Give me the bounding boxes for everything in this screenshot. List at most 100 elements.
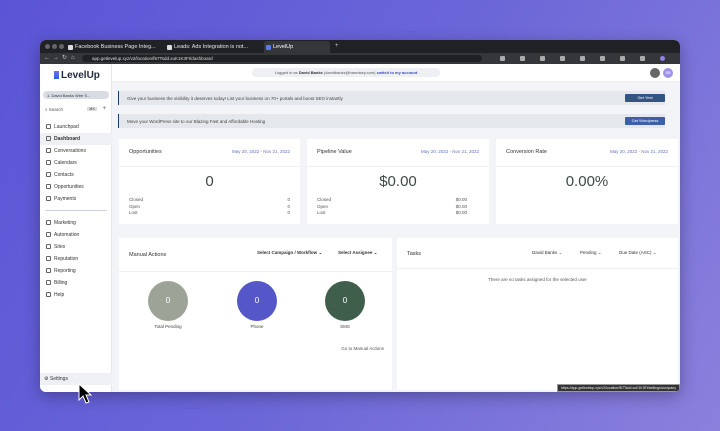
get-wordpress-button[interactable]: Get Wordpress xyxy=(625,117,665,125)
close-window-button[interactable] xyxy=(45,44,50,49)
sidebar-item-payments[interactable]: Payments xyxy=(40,193,112,205)
nav-label: Sites xyxy=(54,244,66,250)
card-value: $0.00 xyxy=(379,173,417,190)
switch-account-link[interactable]: switch to my account xyxy=(376,70,418,75)
minimize-window-button[interactable] xyxy=(52,44,57,49)
yext-banner: Give your business the visibility it des… xyxy=(118,91,665,105)
sites-icon xyxy=(46,244,51,249)
sidebar-item-billing[interactable]: Billing xyxy=(40,277,112,289)
circle-label: Phone xyxy=(250,324,264,329)
extension-icon[interactable] xyxy=(540,56,545,61)
row-value: $0.00 xyxy=(455,203,467,209)
tab-bar: Facebook Business Page Integ... Leads: A… xyxy=(40,40,680,53)
extension-icon[interactable] xyxy=(620,56,625,61)
chevron-down-icon: ⌄ xyxy=(597,250,602,255)
url-input[interactable]: app.getlevelup.xyz/v2/location/f67Tsdd.x… xyxy=(82,55,482,62)
extension-icon[interactable] xyxy=(640,56,645,61)
help-icon xyxy=(46,292,51,297)
user-filter-dropdown[interactable]: David Banks ⌄ xyxy=(532,250,562,256)
sidebar-item-dashboard[interactable]: Dashboard xyxy=(40,133,112,145)
tab-favicon-icon xyxy=(266,44,271,50)
chevron-down-icon: ⌄ xyxy=(373,250,378,255)
extension-icon[interactable] xyxy=(520,56,525,61)
extension-icon[interactable] xyxy=(560,56,565,61)
payments-icon xyxy=(46,196,51,201)
contacts-icon xyxy=(46,172,51,177)
card-title: Pipeline Value xyxy=(317,149,352,155)
row-closed: Closed $0.00 xyxy=(317,197,467,204)
add-icon[interactable]: + xyxy=(102,106,106,112)
row-lost: Lost $0.00 xyxy=(317,210,467,217)
tab-facebook[interactable]: Facebook Business Page Integ... xyxy=(66,41,163,53)
tab-favicon-icon xyxy=(68,44,73,50)
profile-icon[interactable] xyxy=(660,56,665,61)
date-range[interactable]: May 20, 2022 - Nov 21, 2022 xyxy=(231,149,290,154)
card-title: Manual Actions xyxy=(129,252,167,258)
chat-icon xyxy=(46,148,51,153)
opportunities-icon xyxy=(46,184,51,189)
nav-label: Marketing xyxy=(54,220,76,226)
sidebar-item-reporting[interactable]: Reporting xyxy=(40,265,112,277)
circle-label: SMS xyxy=(340,324,350,329)
search-input[interactable]: ⌕ Search ⌘K + xyxy=(43,106,109,114)
calendar-icon xyxy=(46,160,51,165)
tab-label: LevelUp xyxy=(273,44,294,50)
sort-dropdown[interactable]: Due Date (ASC) ⌄ xyxy=(619,250,657,256)
sidebar-item-launchpad[interactable]: Launchpad xyxy=(40,121,112,133)
extension-icon[interactable] xyxy=(600,56,605,61)
campaign-dropdown[interactable]: Select Campaign / Workflow ⌄ xyxy=(257,250,322,256)
card-rows: Closed 0 Open 0 Lost 0 xyxy=(129,197,290,217)
total-pending-circle[interactable]: 0 xyxy=(148,281,188,321)
logged-prefix: Logged in as xyxy=(274,70,298,75)
account-switcher[interactable]: 1. David Banks Wire S... xyxy=(43,91,109,99)
go-to-manual-actions-link[interactable]: Go to Manual Actions xyxy=(341,346,384,351)
sidebar-item-reputation[interactable]: Reputation xyxy=(40,253,112,265)
logged-in-banner: Logged in as David Banks (davidbanks@han… xyxy=(252,68,440,77)
row-value: 0 xyxy=(287,203,290,209)
nav-label: Automation xyxy=(54,232,80,238)
new-tab-icon[interactable]: + xyxy=(335,43,339,49)
phone-circle[interactable]: 0 xyxy=(237,281,277,321)
sidebar-item-marketing[interactable]: Marketing xyxy=(40,217,112,229)
back-icon[interactable]: ← xyxy=(44,55,50,61)
tab-leads[interactable]: Leads: Ads Integration is not... xyxy=(165,41,262,53)
assignee-dropdown[interactable]: Select Assignee ⌄ xyxy=(338,250,377,256)
row-label: Open xyxy=(129,203,141,209)
extension-icon[interactable] xyxy=(580,56,585,61)
sidebar-item-conversations[interactable]: Conversations xyxy=(40,145,112,157)
nav-label: Reporting xyxy=(54,268,76,274)
forward-icon[interactable]: → xyxy=(53,55,59,61)
status-filter-dropdown[interactable]: Pending ⌄ xyxy=(580,250,602,256)
sidebar-item-automation[interactable]: Automation xyxy=(40,229,112,241)
nav-label: Contacts xyxy=(54,172,74,178)
nav-label: Reputation xyxy=(54,256,79,262)
avatar-placeholder[interactable] xyxy=(650,68,660,78)
row-label: Closed xyxy=(317,197,332,202)
sidebar-item-contacts[interactable]: Contacts xyxy=(40,169,112,181)
extension-icon[interactable] xyxy=(500,56,505,61)
sidebar-item-opportunities[interactable]: Opportunities xyxy=(40,181,112,193)
get-yext-button[interactable]: Get Yext xyxy=(625,94,665,102)
status-bar-url: https://app.getlevelup.xyz/v2/location/f… xyxy=(557,384,680,392)
maximize-window-button[interactable] xyxy=(59,44,64,49)
pipeline-value-card: Pipeline Value May 20, 2022 - Nov 21, 202… xyxy=(307,139,489,224)
sidebar-item-sites[interactable]: Sites xyxy=(40,241,112,253)
sidebar-item-help[interactable]: Help xyxy=(40,289,112,301)
user-avatar[interactable]: DB xyxy=(663,68,673,78)
dropdown-label: Select Assignee xyxy=(338,250,373,255)
reload-icon[interactable]: ↻ xyxy=(62,55,68,61)
row-value: 0 xyxy=(287,210,290,215)
tab-levelup[interactable]: LevelUp xyxy=(264,41,330,53)
row-value: 0 xyxy=(287,197,290,202)
top-bar: Logged in as David Banks (davidbanks@han… xyxy=(112,64,680,82)
shortcut-badge: ⌘K xyxy=(87,107,97,111)
sidebar-item-settings[interactable]: ⚙ Settings xyxy=(40,373,112,385)
date-range[interactable]: May 20, 2022 - Nov 21, 2022 xyxy=(609,149,668,154)
card-rows: Closed $0.00 Open $0.00 Lost $0.00 xyxy=(317,197,467,217)
home-icon[interactable]: ⌂ xyxy=(71,55,75,61)
sms-circle[interactable]: 0 xyxy=(325,281,365,321)
row-label: Lost xyxy=(129,210,138,215)
date-range[interactable]: May 20, 2022 - Nov 21, 2022 xyxy=(420,149,479,154)
opportunities-card: Opportunities May 20, 2022 - Nov 21, 2022… xyxy=(119,139,300,224)
sidebar-item-calendars[interactable]: Calendars xyxy=(40,157,112,169)
